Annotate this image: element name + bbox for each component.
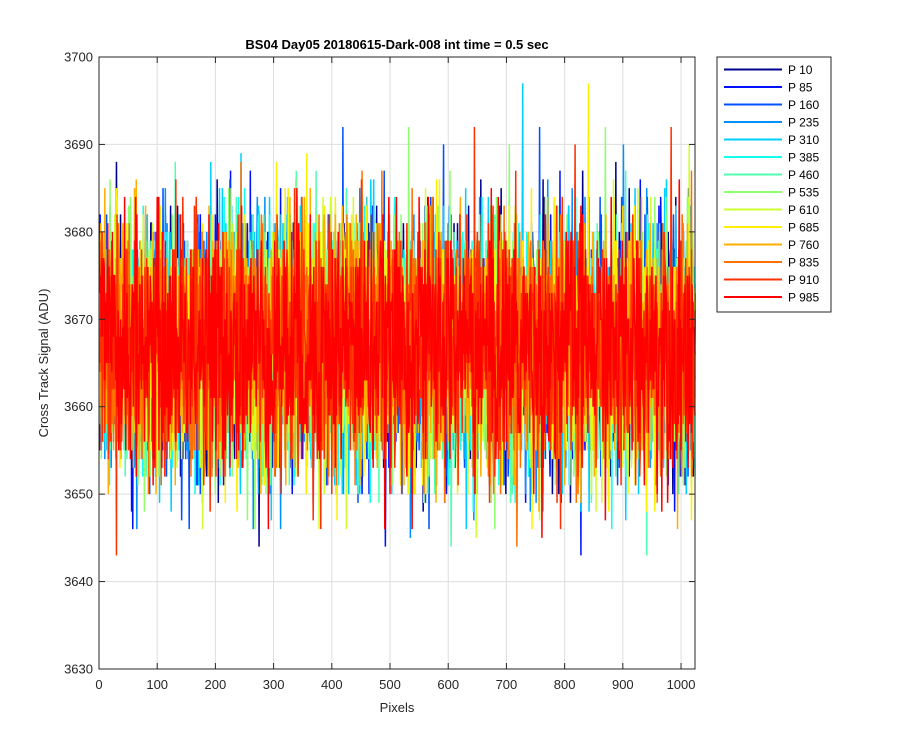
x-tick-label: 1000 <box>667 677 696 692</box>
x-tick-label: 600 <box>437 677 459 692</box>
x-tick-label: 500 <box>379 677 401 692</box>
x-tick-label: 800 <box>554 677 576 692</box>
legend-label: P 160 <box>788 98 819 112</box>
legend-label: P 460 <box>788 168 819 182</box>
chart-title: BS04 Day05 20180615-Dark-008 int time = … <box>245 37 548 52</box>
legend-label: P 835 <box>788 256 819 270</box>
y-tick-label: 3660 <box>64 399 93 414</box>
y-tick-label: 3640 <box>64 574 93 589</box>
y-tick-label: 3690 <box>64 137 93 152</box>
legend-label: P 910 <box>788 273 819 287</box>
legend: P 10 P 85 P 160 P 235 P 310 P 385 P 460 P 535 P … <box>716 56 832 313</box>
y-axis-label: Cross Track Signal (ADU) <box>36 289 51 438</box>
y-tick-label: 3650 <box>64 487 93 502</box>
legend-label: P 760 <box>788 238 819 252</box>
y-tick-label: 3700 <box>64 50 93 65</box>
x-axis-label: Pixels <box>380 700 415 715</box>
y-tick-label: 3680 <box>64 224 93 239</box>
axis-ticks: 0 100 200 300 400 500 600 700 800 900 1000 3630 3640… <box>64 50 695 693</box>
legend-label: P 535 <box>788 186 819 200</box>
y-tick-label: 3630 <box>64 662 93 677</box>
x-tick-label: 100 <box>146 677 168 692</box>
legend-label: P 385 <box>788 151 819 165</box>
legend-label: P 685 <box>788 221 819 235</box>
legend-label: P 985 <box>788 291 819 305</box>
legend-box <box>716 56 832 313</box>
x-tick-label: 0 <box>95 677 102 692</box>
x-tick-label: 200 <box>205 677 227 692</box>
plot-area-frame <box>98 56 696 670</box>
legend-label: P 235 <box>788 116 819 130</box>
legend-label: P 310 <box>788 133 819 147</box>
series-lines <box>98 83 696 556</box>
y-tick-label: 3670 <box>64 312 93 327</box>
x-tick-label: 300 <box>263 677 285 692</box>
x-tick-label: 900 <box>612 677 634 692</box>
x-tick-label: 700 <box>496 677 518 692</box>
x-tick-label: 400 <box>321 677 343 692</box>
legend-label: P 85 <box>788 81 813 95</box>
series-line-p985 <box>98 179 696 538</box>
legend-label: P 610 <box>788 203 819 217</box>
legend-label: P 10 <box>788 63 813 77</box>
